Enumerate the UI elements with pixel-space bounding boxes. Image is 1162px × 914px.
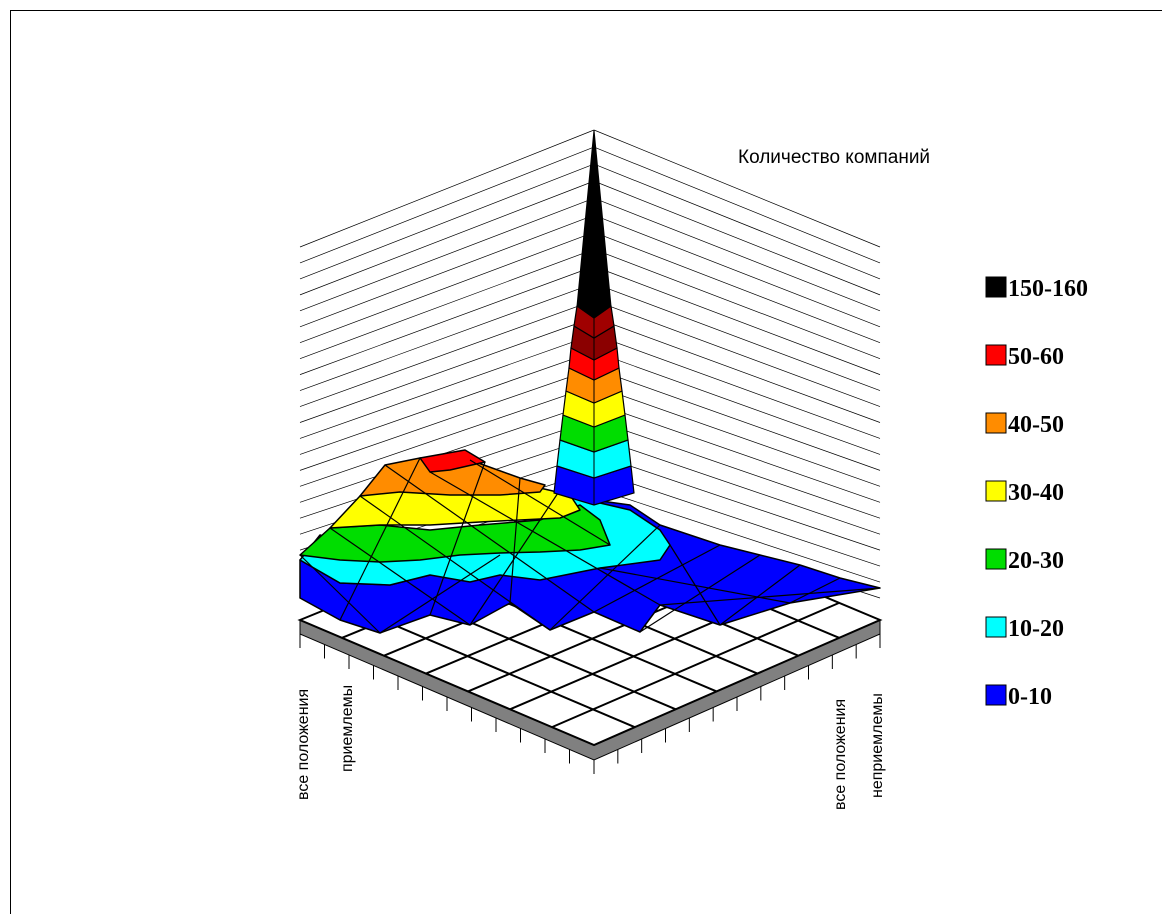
surface-mesh-line — [339, 457, 421, 621]
legend-swatch — [985, 412, 1007, 434]
legend-item: 0-10 — [985, 684, 1052, 710]
surface-mesh-line — [789, 577, 841, 604]
wall-grid-line — [299, 231, 595, 344]
wall-grid-line — [299, 163, 595, 280]
wall-grid-line — [593, 180, 881, 296]
wall-grid-line — [593, 334, 881, 439]
wall-grid-line — [299, 300, 595, 407]
peak-spike — [553, 129, 635, 506]
legend-swatch — [985, 684, 1007, 706]
wall-grid-line — [593, 487, 881, 583]
legend-label: 150-160 — [1008, 276, 1088, 302]
axis-label-right-low: все положения — [832, 699, 849, 810]
wall-grid-line — [299, 180, 595, 296]
legend-item: 150-160 — [985, 276, 1088, 302]
surface-mesh-line — [669, 544, 721, 626]
surface — [299, 449, 881, 634]
wall-grid-line — [299, 129, 595, 248]
wall-grid-line — [299, 385, 595, 487]
wall-grid-line — [593, 317, 881, 423]
wall-grid-line — [593, 351, 881, 455]
legend-swatch — [985, 480, 1007, 502]
base-grid-line — [551, 601, 840, 729]
wall-grid-line — [593, 300, 881, 407]
wall-grid-line — [299, 351, 595, 455]
legend-swatch — [985, 344, 1007, 366]
axis-label-left-low: все положения — [295, 689, 312, 800]
surface-mesh-line — [379, 554, 501, 634]
wall-grid-line — [593, 214, 881, 328]
legend-label: 40-50 — [1008, 412, 1064, 438]
surface-mesh-line — [549, 524, 661, 631]
legend-item: 10-20 — [985, 616, 1064, 642]
legend-item: 30-40 — [985, 480, 1064, 506]
legend-label: 0-10 — [1008, 684, 1052, 710]
wall-grid-line — [593, 266, 881, 375]
legend-label: 50-60 — [1008, 344, 1064, 370]
wall-grid-line — [593, 163, 881, 280]
wall-grid-line — [299, 197, 595, 312]
wall-grid-line — [593, 470, 881, 567]
surface-band — [419, 449, 486, 473]
legend-label: 10-20 — [1008, 616, 1064, 642]
wall-grid-line — [593, 231, 881, 344]
surface-mesh-line — [429, 461, 486, 616]
wall-grid-line — [593, 146, 881, 264]
wall-grid-line — [593, 248, 881, 360]
wall-grid-line — [299, 266, 595, 375]
wall-grid-line — [593, 197, 881, 312]
wall-grid-line — [593, 436, 881, 535]
surface-mesh-line — [469, 489, 561, 626]
wall-grid-line — [299, 334, 595, 439]
wall-grid-line — [299, 248, 595, 360]
chart-frame — [10, 10, 1162, 914]
wall-grid-line — [299, 317, 595, 423]
wall-grid-line — [299, 283, 595, 391]
surface-mesh-line — [659, 587, 881, 606]
wall-grid-line — [299, 146, 595, 264]
wall-grid-line — [593, 385, 881, 487]
axis-label-right-high: неприемлемы — [869, 693, 886, 798]
surface-mesh-line — [719, 564, 801, 626]
legend: 150-160 50-60 40-50 30-40 20-30 10-20 0-… — [985, 276, 1088, 710]
legend-swatch — [985, 548, 1007, 570]
wall-grid-line — [593, 419, 881, 519]
surface-mesh-line — [469, 459, 611, 546]
legend-swatch — [985, 276, 1007, 298]
surface-mesh-line — [429, 471, 661, 606]
wall-grid-line — [299, 368, 595, 471]
chart-title: Количество компаний — [738, 147, 930, 168]
surface-mesh-line — [299, 554, 381, 634]
surface-mesh-line — [509, 477, 521, 604]
wall-grid-line — [593, 368, 881, 471]
wall-grid-line — [299, 214, 595, 328]
legend-item: 50-60 — [985, 344, 1064, 370]
legend-item: 20-30 — [985, 548, 1064, 574]
wall-grid-line — [593, 283, 881, 391]
axis-label-left-high: приемлемы — [339, 685, 356, 772]
legend-item: 40-50 — [985, 412, 1064, 438]
wall-grid-line — [593, 129, 881, 248]
legend-swatch — [985, 616, 1007, 638]
wall-grid-line — [593, 402, 881, 503]
surface-mesh-line — [329, 527, 471, 626]
surface-mesh-line — [384, 464, 595, 613]
legend-label: 20-30 — [1008, 548, 1064, 574]
wall-grid-line — [593, 453, 881, 551]
legend-label: 30-40 — [1008, 480, 1064, 506]
surface-mesh-line — [359, 495, 551, 631]
